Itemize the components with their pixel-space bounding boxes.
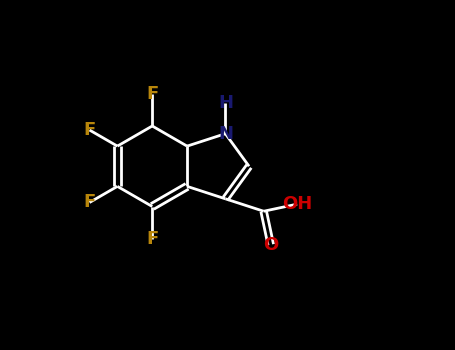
Text: O: O [263, 236, 278, 254]
Text: F: F [146, 230, 158, 248]
Text: F: F [146, 85, 158, 103]
Text: F: F [83, 121, 96, 139]
Text: H: H [218, 94, 233, 112]
Text: N: N [218, 125, 233, 143]
Text: F: F [83, 194, 96, 211]
Text: OH: OH [282, 195, 312, 213]
